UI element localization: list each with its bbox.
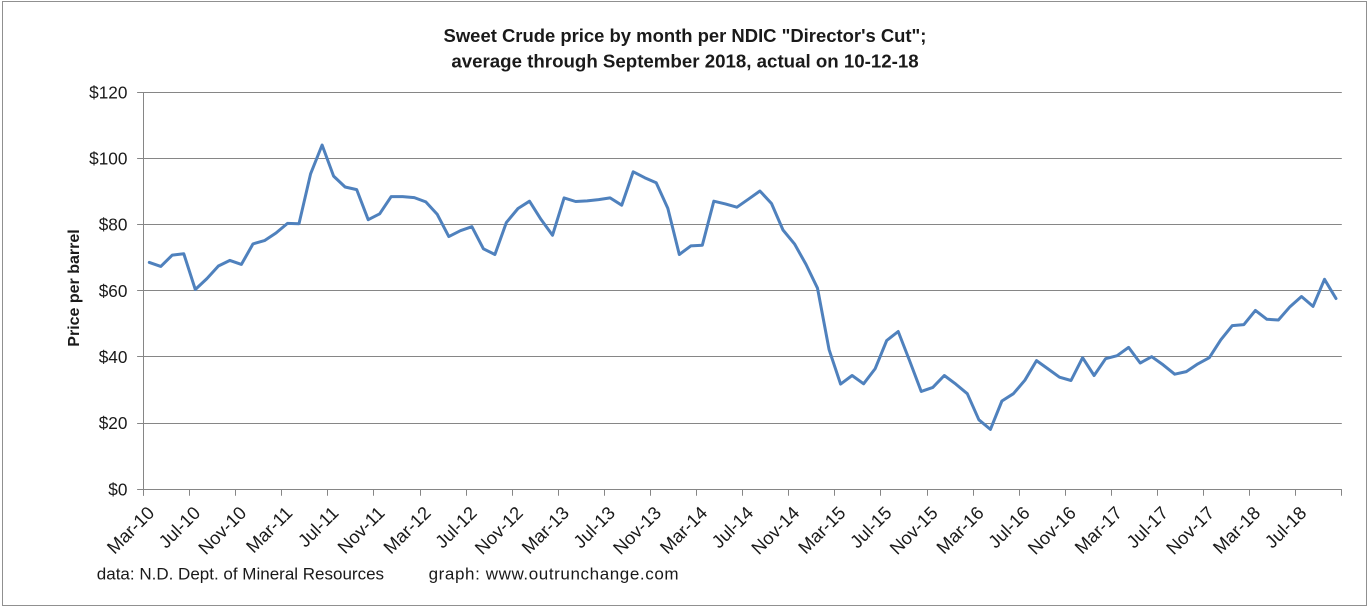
svg-text:Sweet Crude price by month per: Sweet Crude price by month per NDIC "Dir… [444, 25, 927, 46]
svg-text:$120: $120 [89, 82, 127, 102]
svg-text:$40: $40 [99, 347, 128, 367]
svg-text:data: N.D. Dept. of Mineral Re: data: N.D. Dept. of Mineral Resources [97, 565, 384, 584]
svg-text:$0: $0 [108, 479, 127, 499]
svg-text:$100: $100 [89, 149, 127, 169]
svg-text:graph: www.outrunchange.com: graph: www.outrunchange.com [429, 565, 680, 584]
svg-text:average through September 2018: average through September 2018, actual o… [451, 50, 918, 71]
svg-text:Price per barrel: Price per barrel [66, 229, 83, 346]
svg-text:$80: $80 [99, 215, 128, 235]
svg-text:$20: $20 [99, 413, 128, 433]
svg-text:$60: $60 [99, 281, 128, 301]
